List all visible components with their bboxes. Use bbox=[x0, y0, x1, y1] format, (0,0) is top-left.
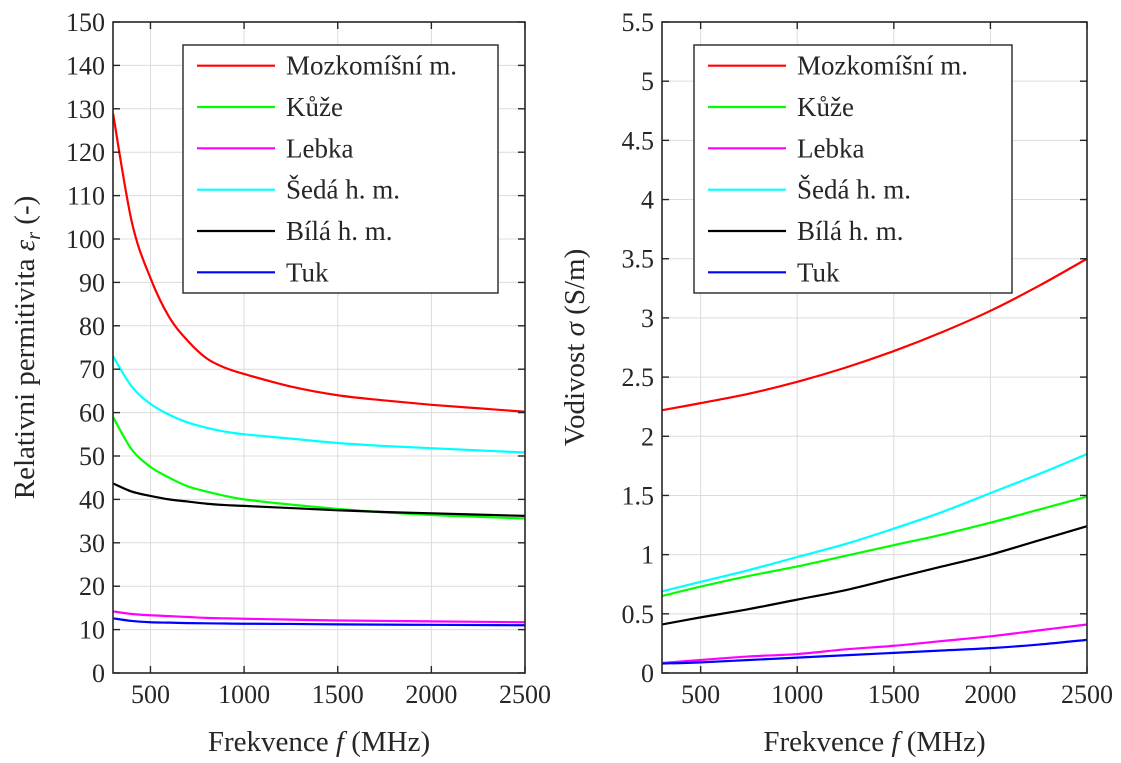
y-tick-label: 100 bbox=[66, 225, 105, 254]
series-line bbox=[662, 453, 1087, 593]
y-tick-label: 90 bbox=[79, 268, 105, 297]
axes-frame bbox=[661, 21, 1088, 674]
series-line bbox=[662, 525, 1087, 626]
y-tick-label: 50 bbox=[79, 442, 105, 471]
y-tick-label: 10 bbox=[79, 616, 105, 645]
legend-box bbox=[182, 44, 499, 294]
series-line bbox=[662, 495, 1087, 598]
series-line bbox=[113, 482, 525, 517]
series-line bbox=[113, 416, 525, 520]
legend-entry: Bílá h. m. bbox=[286, 216, 393, 246]
y-tick-label: 30 bbox=[79, 529, 105, 558]
legend-entry: Tuk bbox=[797, 257, 840, 287]
y-tick-label: 3.5 bbox=[622, 245, 655, 274]
y-tick-label: 4.5 bbox=[622, 126, 655, 155]
series-line bbox=[113, 610, 525, 624]
x-tick-label: 1500 bbox=[312, 680, 364, 709]
legend-entry: Kůže bbox=[797, 92, 854, 122]
y-tick-label: 0 bbox=[641, 659, 654, 688]
y-tick-label: 2 bbox=[641, 422, 654, 451]
series-line bbox=[113, 112, 525, 413]
legend: Mozkomíšní m. Kůže Lebka Šedá h. m. Bílá h. … bbox=[693, 44, 1013, 294]
legend-entry: Mozkomíšní m. bbox=[797, 51, 968, 81]
legend-entry: Tuk bbox=[286, 257, 329, 287]
y-tick-label: 40 bbox=[79, 485, 105, 514]
y-tick-label: 0 bbox=[92, 659, 105, 688]
series-line bbox=[113, 355, 525, 454]
y-tick-label: 5.5 bbox=[622, 8, 655, 37]
axes-frame bbox=[112, 21, 526, 674]
x-tick-label: 2000 bbox=[964, 680, 1016, 709]
series-group bbox=[662, 257, 1087, 665]
series-line bbox=[662, 638, 1087, 665]
chart-panel-1: 500 1000 1500 2000 2500 0 10 20 30 40 50 60 70 80 90 10… bbox=[9, 8, 551, 758]
y-tick-label: 3 bbox=[641, 304, 654, 333]
legend-entry: Mozkomíšní m. bbox=[286, 51, 457, 81]
y-tick-label: 130 bbox=[66, 95, 105, 124]
series-line bbox=[662, 257, 1087, 412]
chart-panel-2: 500 1000 1500 2000 2500 0 0.5 1 1.5 2 2.5 3 3.5 4 4.5 5… bbox=[559, 8, 1113, 758]
y-tick-label: 4 bbox=[641, 186, 654, 215]
series-group bbox=[113, 112, 525, 627]
y-tick-label: 140 bbox=[66, 51, 105, 80]
legend-entry: Šedá h. m. bbox=[797, 175, 911, 205]
x-tick-label: 2500 bbox=[499, 680, 551, 709]
y-tick-label: 110 bbox=[67, 182, 105, 211]
legend-entry: Šedá h. m. bbox=[286, 175, 400, 205]
y-tick-label: 70 bbox=[79, 355, 105, 384]
legend-entry: Lebka bbox=[286, 133, 353, 163]
series-line bbox=[113, 617, 525, 627]
x-tick-label: 1500 bbox=[868, 680, 920, 709]
y-tick-label: 1 bbox=[641, 541, 654, 570]
legend-entry: Bílá h. m. bbox=[797, 216, 904, 246]
y-tick-label: 80 bbox=[79, 312, 105, 341]
y-tick-label: 2.5 bbox=[622, 363, 655, 392]
legend-box bbox=[693, 44, 1013, 294]
y-tick-label: 120 bbox=[66, 138, 105, 167]
x-tick-label: 2000 bbox=[405, 680, 457, 709]
x-tick-label: 500 bbox=[681, 680, 720, 709]
x-tick-label: 2500 bbox=[1061, 680, 1113, 709]
x-axis-label: Frekvence f (MHz) bbox=[763, 726, 985, 758]
y-tick-label: 150 bbox=[66, 8, 105, 37]
y-tick-label: 60 bbox=[79, 399, 105, 428]
y-axis-label: Vodivost σ (S/m) bbox=[559, 249, 591, 446]
x-tick-label: 1000 bbox=[771, 680, 823, 709]
legend-entry: Lebka bbox=[797, 133, 864, 163]
legend: Mozkomíšní m. Kůže Lebka Šedá h. m. Bílá h. … bbox=[182, 44, 499, 294]
y-tick-label: 1.5 bbox=[622, 481, 655, 510]
y-tick-label: 5 bbox=[641, 67, 654, 96]
x-axis-label: Frekvence f (MHz) bbox=[208, 726, 430, 758]
y-axis-label: Relativni permitivita εr (-) bbox=[9, 196, 45, 500]
x-tick-label: 1000 bbox=[218, 680, 270, 709]
y-tick-label: 0.5 bbox=[622, 600, 655, 629]
y-tick-label: 20 bbox=[79, 572, 105, 601]
series-line bbox=[662, 623, 1087, 665]
legend-entry: Kůže bbox=[286, 92, 343, 122]
x-tick-label: 500 bbox=[131, 680, 170, 709]
